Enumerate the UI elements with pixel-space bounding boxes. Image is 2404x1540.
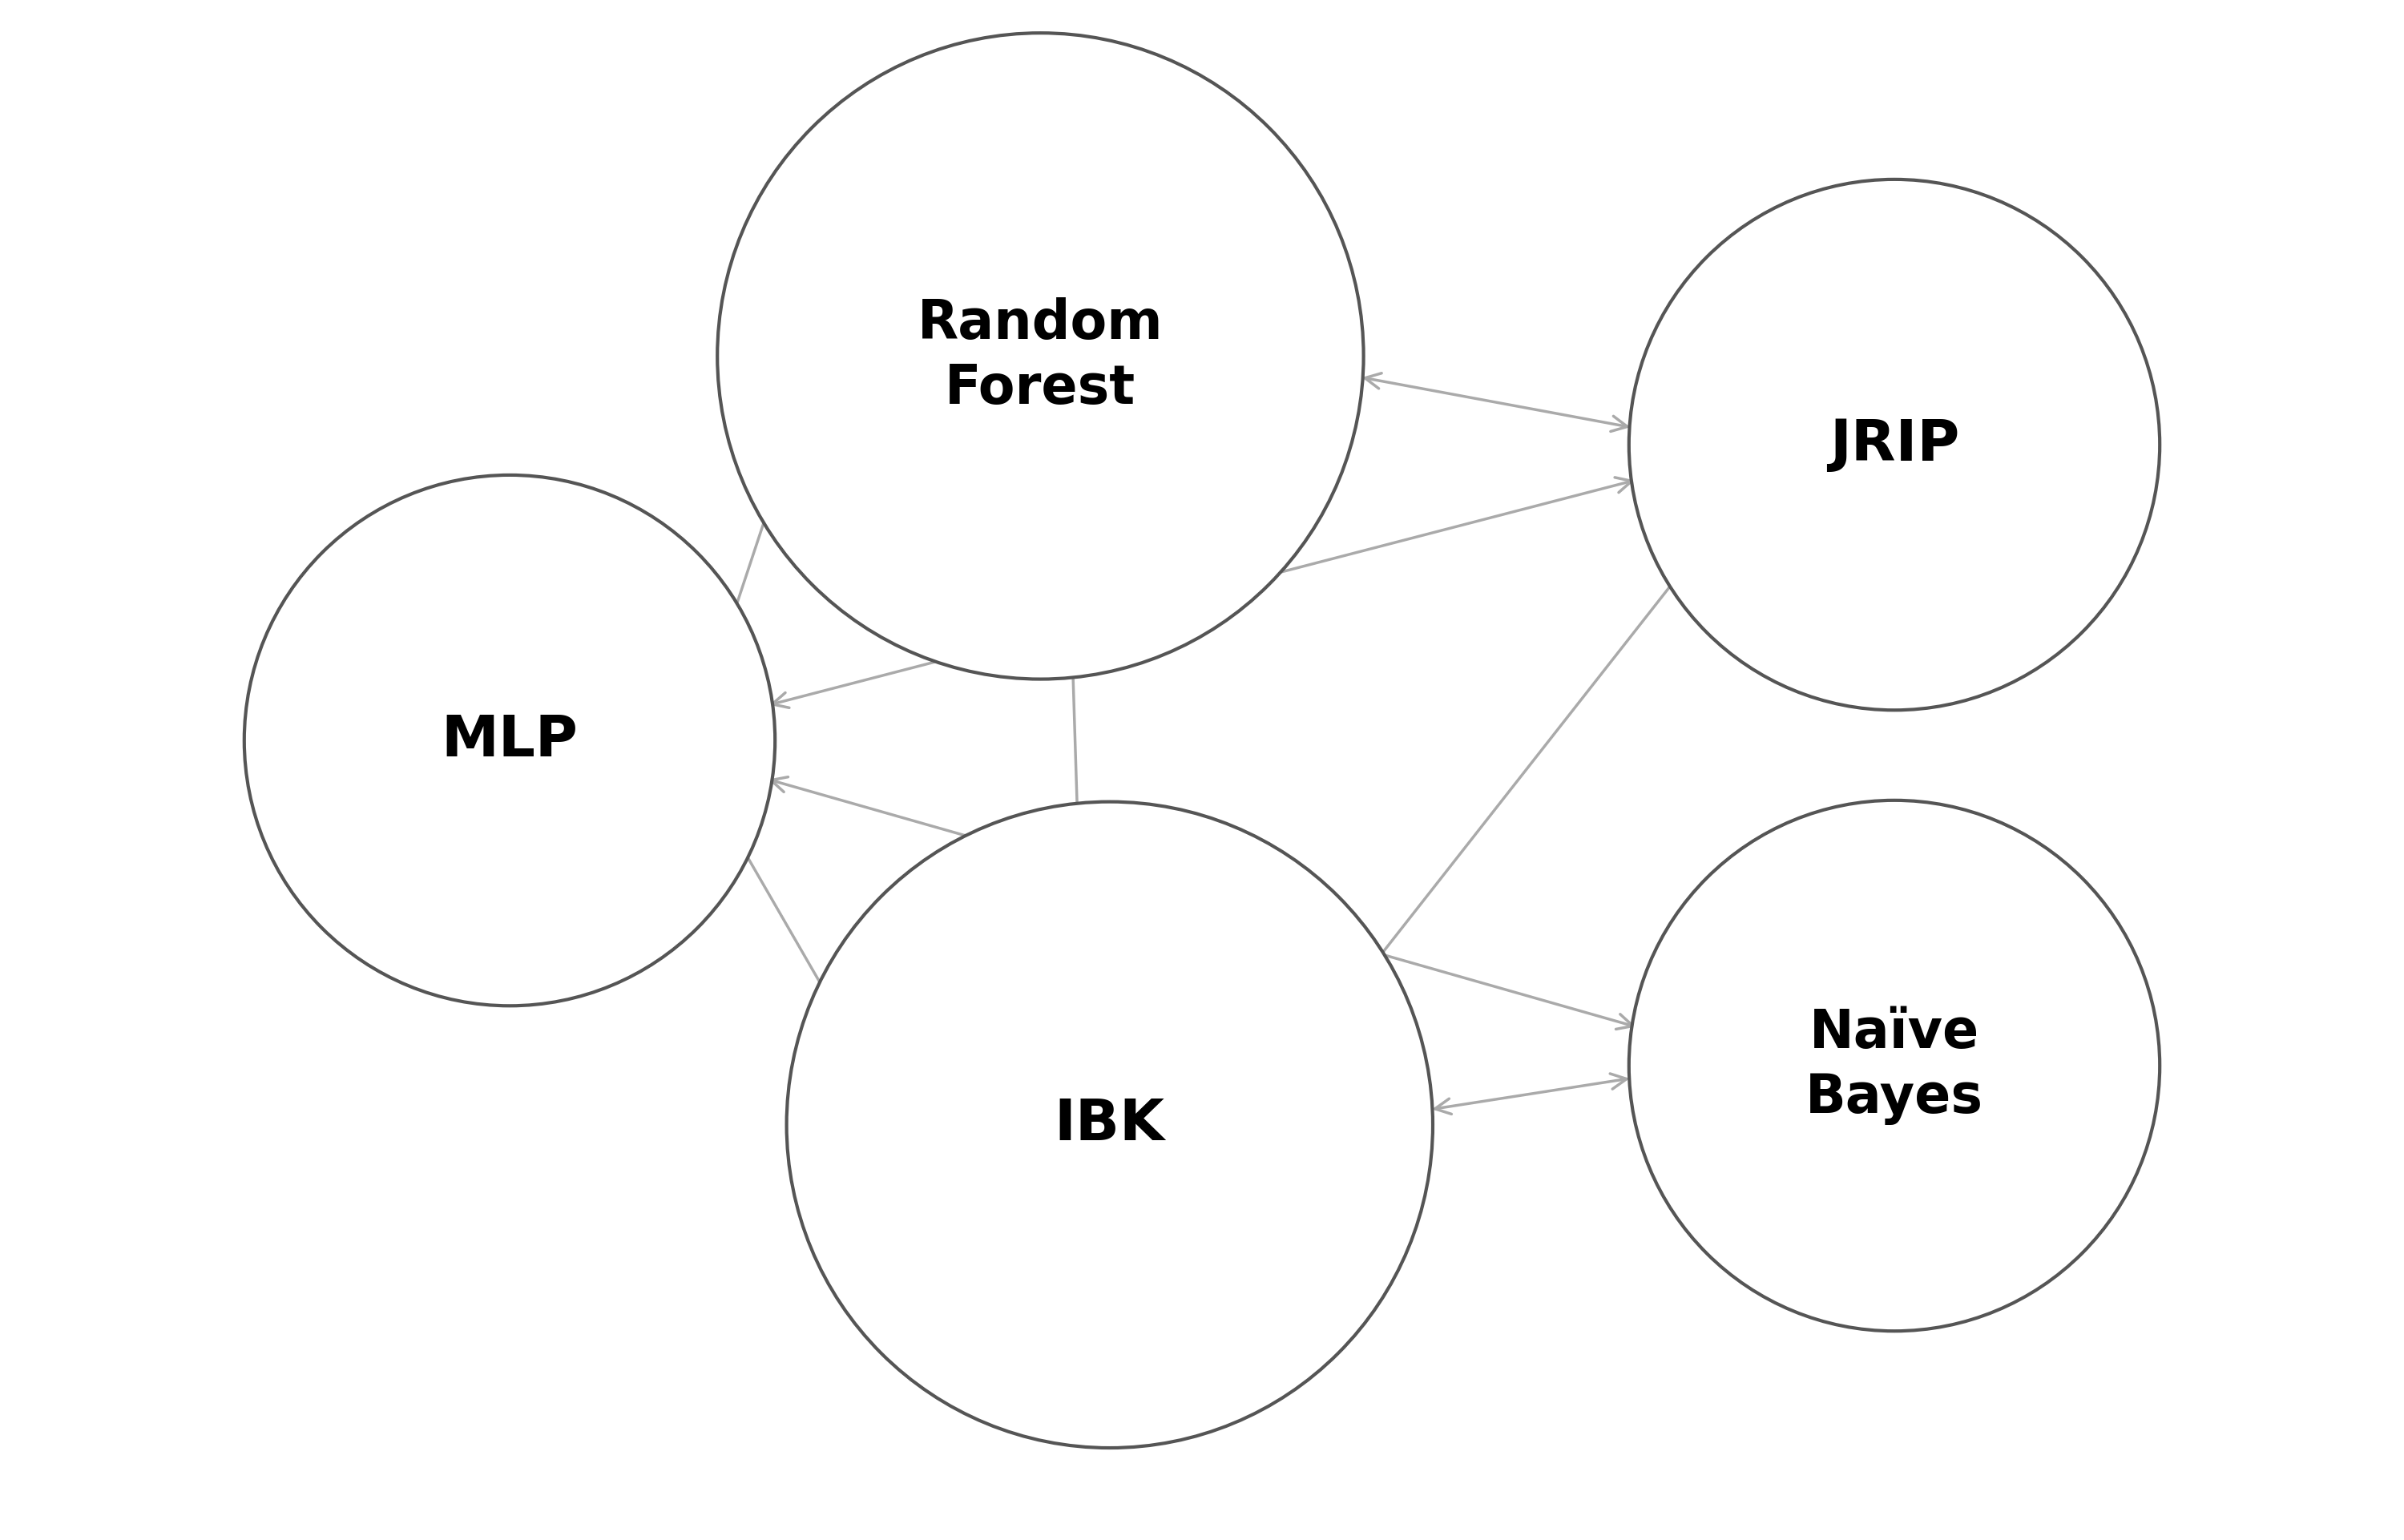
- Ellipse shape: [1630, 801, 2159, 1331]
- Text: Naïve
Bayes: Naïve Bayes: [1805, 1006, 1983, 1126]
- FancyArrowPatch shape: [736, 835, 837, 1010]
- Text: Random
Forest: Random Forest: [918, 297, 1164, 416]
- FancyArrowPatch shape: [772, 778, 1632, 1029]
- Text: MLP: MLP: [442, 713, 577, 768]
- FancyArrowPatch shape: [1435, 1073, 1628, 1113]
- FancyArrowPatch shape: [1365, 373, 1628, 431]
- Ellipse shape: [786, 802, 1433, 1448]
- Text: JRIP: JRIP: [1829, 417, 1959, 473]
- Ellipse shape: [245, 474, 774, 1006]
- FancyArrowPatch shape: [1356, 559, 1692, 987]
- FancyArrowPatch shape: [1063, 565, 1089, 916]
- FancyArrowPatch shape: [772, 477, 1632, 708]
- Ellipse shape: [1630, 179, 2159, 710]
- FancyArrowPatch shape: [724, 480, 781, 638]
- Text: IBK: IBK: [1055, 1096, 1166, 1152]
- Ellipse shape: [716, 32, 1363, 679]
